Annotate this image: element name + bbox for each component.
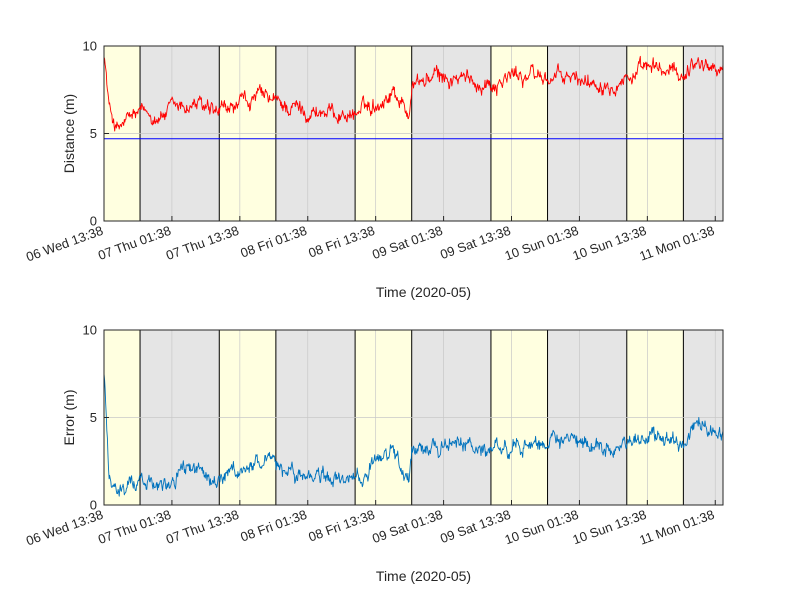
x-tick-label: 09 Sat 01:38 [370, 507, 444, 546]
x-tick-label: 09 Sat 01:38 [370, 223, 444, 262]
x-tick-label: 10 Sun 01:38 [503, 507, 581, 548]
x-tick-label: 08 Fri 01:38 [238, 507, 308, 545]
x-tick-label: 08 Fri 13:38 [306, 223, 376, 261]
x-tick-label: 10 Sun 01:38 [503, 223, 581, 264]
x-tick-label: 07 Thu 01:38 [96, 507, 173, 547]
x-tick-label: 10 Sun 13:38 [571, 507, 649, 548]
x-tick-label: 07 Thu 01:38 [96, 223, 173, 263]
y-tick-label: 0 [90, 214, 97, 229]
x-tick-label: 08 Fri 01:38 [238, 223, 308, 261]
y-tick-label: 5 [90, 410, 97, 425]
distance-series-line [103, 55, 724, 221]
x-tick-label: 09 Sat 13:38 [438, 223, 512, 262]
x-tick-label: 08 Fri 13:38 [306, 507, 376, 545]
x-tick-label: 06 Wed 13:38 [24, 223, 105, 265]
error-series-line [103, 373, 724, 497]
y-axis-label: Error (m) [61, 390, 77, 446]
x-axis-label: Time (2020-05) [376, 568, 471, 584]
x-tick-label: 11 Mon 01:38 [637, 223, 716, 264]
x-tick-label: 06 Wed 13:38 [24, 507, 105, 549]
x-tick-label: 07 Thu 13:38 [164, 223, 241, 263]
x-tick-label: 09 Sat 13:38 [438, 507, 512, 546]
y-axis-label: Distance (m) [61, 94, 77, 173]
x-tick-label: 07 Thu 13:38 [164, 507, 241, 547]
y-tick-label: 10 [83, 323, 97, 338]
y-tick-label: 10 [83, 39, 97, 54]
y-tick-label: 0 [90, 498, 97, 513]
x-tick-label: 11 Mon 01:38 [637, 507, 716, 548]
y-tick-label: 5 [90, 126, 97, 141]
x-axis-label: Time (2020-05) [376, 284, 471, 300]
x-tick-label: 10 Sun 13:38 [571, 223, 649, 264]
